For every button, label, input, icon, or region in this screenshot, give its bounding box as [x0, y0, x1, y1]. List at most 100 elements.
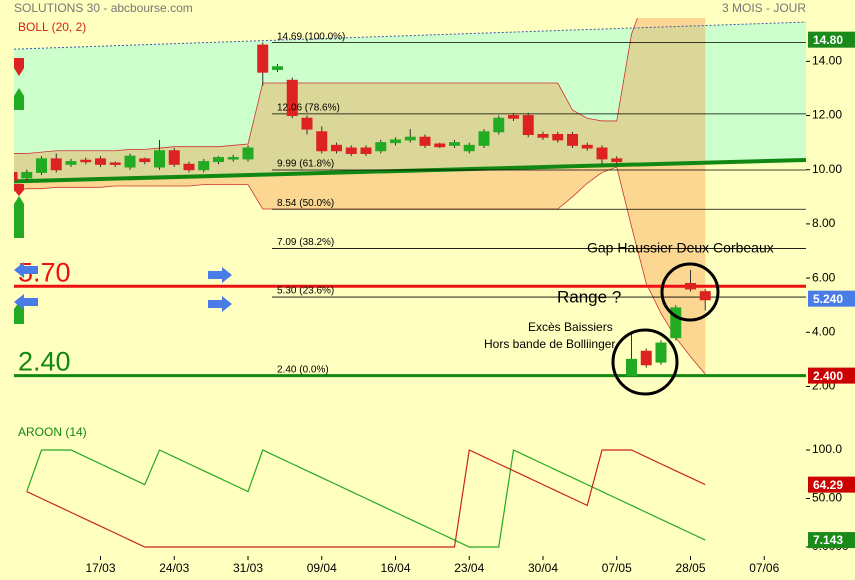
y-tick-label: 14.00 [812, 54, 842, 68]
candle-body [124, 155, 136, 168]
x-tick-label: 17/03 [85, 561, 115, 575]
up-arrow [14, 88, 24, 110]
trendline [14, 157, 806, 184]
aroon-line [26, 449, 706, 548]
candle-body [375, 142, 387, 152]
candle-body [14, 171, 18, 182]
x-tick-label: 30/04 [528, 561, 558, 575]
left-arrow [14, 294, 38, 310]
candle-body [139, 158, 151, 163]
candle-body [670, 307, 682, 339]
candle-body [508, 115, 519, 119]
level-label: 5.30 (23.6%) [277, 286, 334, 297]
candle-body [390, 139, 401, 144]
x-tick-label: 31/03 [233, 561, 263, 575]
level-label: 7.09 (38.2%) [277, 237, 334, 248]
y-tick-label: 4.00 [812, 324, 836, 338]
candle-body [198, 161, 210, 171]
signal-arrows [14, 58, 232, 324]
candle-body [213, 157, 224, 163]
price-tag [808, 290, 855, 307]
x-tick-label: 28/05 [675, 561, 705, 575]
value-tag-label: 7.143 [813, 533, 843, 547]
candle-body [21, 171, 33, 179]
candle-body [286, 79, 298, 117]
level-label: 9.99 (61.8%) [277, 159, 334, 170]
price-tag-label: 5.240 [813, 292, 843, 306]
indicator-label: AROON (14) [18, 425, 87, 439]
bollinger-upper [14, 18, 638, 154]
level-label: 8.54 (50.0%) [277, 198, 334, 209]
candle-body [463, 144, 475, 152]
candle-body [301, 117, 313, 130]
y-tick-label: 50.00 [812, 491, 842, 505]
trendline [14, 21, 806, 50]
candle-body [80, 159, 92, 163]
y-tick-label: 10.00 [812, 162, 842, 176]
price-tag-label: 14.80 [813, 33, 843, 47]
level-label: 2.40 (0.0%) [277, 364, 329, 375]
indicator-label: BOLL (20, 2) [18, 20, 86, 34]
x-tick-label: 16/04 [380, 561, 410, 575]
candle-body [50, 158, 62, 171]
down-arrow [14, 58, 24, 76]
period: 3 MOIS - JOUR [722, 1, 806, 15]
candle-body [434, 143, 446, 148]
candle-body [168, 150, 180, 165]
candle-body [272, 66, 283, 70]
candle-body [537, 133, 549, 138]
x-tick-label: 07/05 [602, 561, 632, 575]
candle-body [655, 342, 667, 363]
up-arrow [14, 196, 24, 238]
value-tag [808, 532, 855, 549]
level-label: 12.06 (78.6%) [277, 103, 340, 114]
candle-body [257, 44, 269, 73]
candle-body [404, 136, 416, 141]
annotation: Range ? [557, 287, 621, 306]
candle-body [567, 133, 578, 146]
y-tick-label: 100.0 [812, 442, 842, 456]
x-tick-label: 23/04 [454, 561, 484, 575]
candle-body [227, 157, 239, 160]
candle-body [419, 136, 431, 146]
candle-body [345, 147, 357, 154]
candle-body [242, 147, 254, 160]
candle-body [478, 131, 490, 146]
bollinger-fill [14, 18, 706, 375]
candle-body [109, 162, 121, 165]
price-tag [808, 367, 855, 384]
candle-body [493, 117, 505, 133]
highlight-circle [611, 328, 679, 396]
candle-body [183, 163, 195, 171]
candle-body [95, 158, 106, 165]
candle-body [626, 358, 637, 377]
y-tick-label: 8.00 [812, 216, 836, 230]
overlay: 14.69 (100.0%) 12.06 (78.6%) 9.99 (61.8%) 8… [18, 31, 855, 575]
value-tag-label: 64.29 [813, 478, 843, 492]
annotation: Gap Haussier Deux Corbeaux [587, 240, 774, 256]
candle-body [36, 158, 47, 173]
candle-body [65, 161, 77, 165]
y-tick-label: 12.00 [812, 108, 842, 122]
highlight-circle [660, 262, 720, 322]
left-arrow [14, 262, 38, 278]
price-tag [808, 31, 855, 48]
candle-body [611, 158, 623, 163]
y-tick-label: 6.00 [812, 270, 836, 284]
candle-body [522, 115, 534, 135]
annotation: Excès Baissiers [528, 320, 613, 334]
value-tag [808, 476, 855, 493]
price-plot [14, 18, 806, 378]
chart-title: SOLUTIONS 30 - abcbourse.com [14, 1, 193, 15]
down-arrow [14, 184, 24, 196]
candle-body [552, 133, 564, 141]
support-label: 2.40 [18, 347, 71, 377]
candle-body [699, 291, 711, 301]
candle-body [449, 142, 460, 146]
annotation: Hors bande de Bolliinger [484, 337, 615, 351]
x-tick-label: 07/06 [749, 561, 779, 575]
x-tick-label: 09/04 [307, 561, 337, 575]
candle-body [596, 147, 608, 160]
